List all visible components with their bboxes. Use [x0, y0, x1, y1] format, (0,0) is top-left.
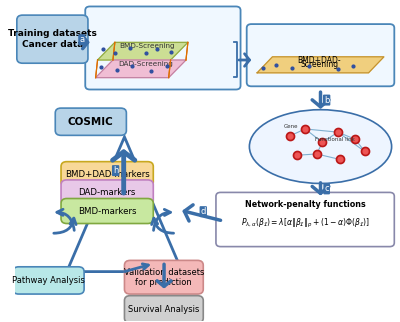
FancyBboxPatch shape — [61, 162, 153, 187]
Text: b: b — [324, 96, 329, 105]
FancyBboxPatch shape — [61, 198, 153, 223]
Text: h: h — [113, 166, 118, 175]
Text: a: a — [79, 35, 84, 44]
Text: COSMIC: COSMIC — [68, 117, 114, 127]
Text: Pathway Analysis: Pathway Analysis — [12, 276, 85, 285]
Text: DAD-Screening: DAD-Screening — [118, 61, 173, 67]
FancyBboxPatch shape — [17, 15, 88, 63]
Text: Gene: Gene — [284, 124, 298, 129]
FancyBboxPatch shape — [55, 108, 126, 135]
Text: c: c — [324, 185, 329, 194]
Text: Functional link: Functional link — [315, 137, 355, 142]
Text: BMD-markers: BMD-markers — [78, 206, 136, 215]
FancyBboxPatch shape — [13, 267, 84, 294]
Text: Screening: Screening — [300, 60, 338, 69]
Polygon shape — [98, 43, 188, 60]
Polygon shape — [96, 60, 186, 78]
Text: BMD-Screening: BMD-Screening — [120, 43, 175, 49]
Text: d: d — [200, 207, 206, 216]
Polygon shape — [257, 57, 384, 73]
FancyBboxPatch shape — [124, 296, 203, 322]
Text: Survival Analysis: Survival Analysis — [128, 305, 200, 314]
Text: BMD+DAD-markers: BMD+DAD-markers — [65, 170, 150, 179]
FancyBboxPatch shape — [61, 180, 153, 205]
Text: BMD+DAD-: BMD+DAD- — [298, 55, 341, 64]
FancyBboxPatch shape — [247, 24, 394, 86]
Text: Training datasets
Cancer data: Training datasets Cancer data — [8, 30, 97, 49]
FancyBboxPatch shape — [85, 6, 240, 90]
FancyBboxPatch shape — [216, 193, 394, 247]
Ellipse shape — [249, 110, 392, 184]
Text: $P_{\lambda,\alpha}(\beta_{\mathcal{I}}) = \lambda[\alpha\|\beta_{\mathcal{I}}\|: $P_{\lambda,\alpha}(\beta_{\mathcal{I}})… — [241, 217, 370, 230]
FancyBboxPatch shape — [124, 260, 203, 294]
Text: Network-penalty functions: Network-penalty functions — [245, 200, 366, 209]
Text: Validation datasets
for prediction: Validation datasets for prediction — [124, 268, 204, 287]
Text: DAD-markers: DAD-markers — [78, 188, 136, 197]
